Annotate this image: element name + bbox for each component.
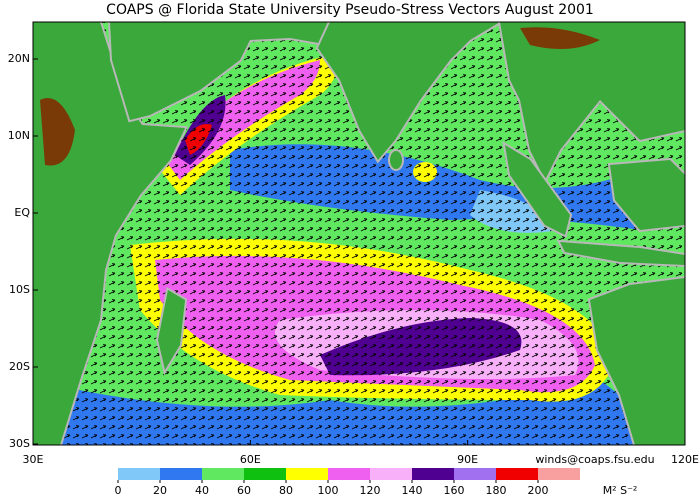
- colorbar-swatch: [412, 468, 454, 480]
- colorbar-tick-label: 180: [486, 484, 507, 497]
- colorbar-swatch: [160, 468, 202, 480]
- lat-tick-label: 20N: [8, 52, 30, 65]
- colorbar-swatch: [118, 468, 160, 480]
- lat-tick-label: 10N: [8, 129, 30, 142]
- colorbar-tick-label: 20: [153, 484, 167, 497]
- map-title: COAPS @ Florida State University Pseudo-…: [106, 2, 594, 18]
- colorbar-swatch: [496, 468, 538, 480]
- colorbar-swatch: [370, 468, 412, 480]
- colorbar-unit: M² S⁻²: [603, 484, 638, 497]
- colorbar-tick-label: 140: [402, 484, 423, 497]
- colorbar-swatch: [286, 468, 328, 480]
- credit: winds@coaps.fsu.edu: [535, 453, 654, 466]
- map-frame: [32, 21, 686, 446]
- colorbar-tick-label: 60: [237, 484, 251, 497]
- colorbar-tick-label: 160: [444, 484, 465, 497]
- lon-tick-label: 60E: [240, 453, 261, 466]
- terrain: [40, 27, 600, 166]
- lat-tick-label: 30S: [9, 437, 30, 450]
- colorbar-swatch: [244, 468, 286, 480]
- colorbar-swatch: [328, 468, 370, 480]
- colorbar-tick-label: 40: [195, 484, 209, 497]
- lon-tick-label: 120E: [671, 453, 699, 466]
- colorbar-tick-label: 200: [528, 484, 549, 497]
- colorbar-tick-label: 0: [115, 484, 122, 497]
- colorbar-swatch: [202, 468, 244, 480]
- lat-tick-label: 20S: [9, 360, 30, 373]
- lat-tick-label: EQ: [14, 206, 30, 219]
- colorbar-tick-label: 120: [360, 484, 381, 497]
- colorbar-tick-label: 80: [279, 484, 293, 497]
- lon-tick-label: 90E: [457, 453, 478, 466]
- colorbar-tick-label: 100: [318, 484, 339, 497]
- lon-tick-label: 30E: [23, 453, 44, 466]
- map-area: [33, 22, 685, 445]
- colorbar-swatch: [538, 468, 580, 480]
- lat-tick-label: 10S: [9, 283, 30, 296]
- colorbar-swatch: [454, 468, 496, 480]
